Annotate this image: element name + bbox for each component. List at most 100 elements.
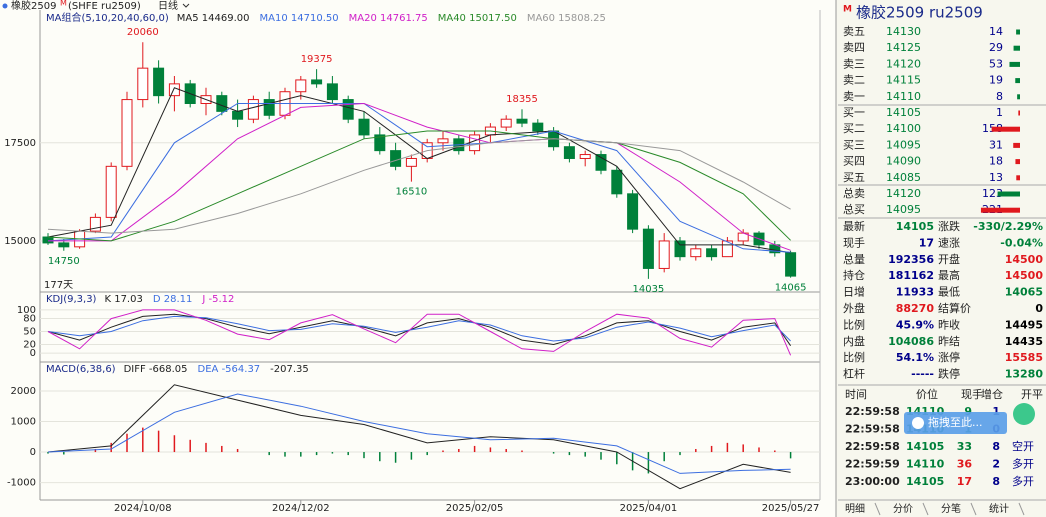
candle-body: [611, 169, 623, 195]
table-header: 现手: [961, 387, 983, 401]
assistant-icon[interactable]: [1013, 403, 1035, 425]
volume-bar: [991, 126, 1020, 132]
quote-text: 14120: [886, 187, 921, 200]
header-title: 橡胶2509: [11, 0, 56, 12]
legend-entry: MA60 15808.25: [527, 13, 606, 24]
quote-text: 卖三: [843, 57, 865, 70]
quote-text: 昨结: [938, 335, 960, 348]
x-tick-label: 2024/10/08: [114, 503, 172, 514]
indicator-line: [47, 309, 792, 356]
header-code: (SHFE ru2509): [68, 1, 141, 12]
dropdown-arrow[interactable]: [182, 3, 190, 8]
quote-text: 卖五: [843, 25, 865, 38]
quote-title: 橡胶2509 ru2509: [856, 4, 983, 22]
quote-text: 买四: [843, 155, 865, 168]
candle-body: [137, 67, 149, 101]
tab[interactable]: 分笔: [941, 502, 961, 515]
candle-body: [153, 67, 165, 97]
x-tick-label: 2025/05/27: [762, 503, 820, 514]
drop-overlay[interactable]: [904, 412, 1007, 434]
quote-text: 1: [992, 405, 1000, 418]
quote-text: 18: [989, 155, 1003, 168]
tab-divider: [970, 502, 977, 516]
tab[interactable]: 分价: [893, 503, 913, 515]
candle-body: [627, 193, 639, 230]
quote-text: 比例: [843, 350, 865, 364]
candle-body: [89, 216, 101, 232]
quote-text: 2: [992, 458, 1000, 471]
quote-text: 22:59:58: [845, 405, 900, 418]
quote-text: 14100: [886, 122, 921, 135]
tab-divider: [874, 502, 881, 516]
indicator-line: [47, 87, 791, 254]
y-tick-label: 17500: [4, 138, 36, 149]
quote-text: 内盘: [843, 334, 865, 348]
quote-text: -330/2.29%: [973, 220, 1043, 233]
quote-text: -0.04%: [1000, 236, 1043, 249]
quote-text: 22:59:58: [845, 440, 900, 453]
quote-text: 88270: [896, 302, 935, 315]
quote-text: -----: [911, 368, 934, 381]
volume-bar: [1013, 45, 1020, 51]
quote-text: 14435: [1005, 335, 1043, 348]
quote-text: 买一: [843, 106, 865, 119]
indicator-line: [47, 138, 791, 234]
quote-text: 外盘: [843, 301, 865, 315]
table-header: 开平: [1021, 388, 1043, 401]
quote-text: 空开: [1012, 439, 1034, 453]
candle-body: [706, 248, 718, 258]
quote-text: 14105: [906, 440, 944, 453]
quote-text: 45.9%: [896, 318, 934, 331]
quote-text: 8: [992, 440, 1000, 453]
volume-bar: [1013, 142, 1020, 148]
icon: [2, 3, 8, 9]
quote-text: 14: [989, 25, 1003, 38]
quote-text: 14090: [886, 155, 921, 168]
tab[interactable]: 统计: [989, 502, 1009, 515]
legend-title: MA组合(5,10,20,40,60,0): [46, 11, 169, 24]
price-annotation: 19375: [301, 54, 333, 65]
candle-body: [390, 150, 402, 167]
quote-text: 14065: [1005, 286, 1043, 299]
candle-body: [105, 165, 117, 218]
quote-text: 14095: [886, 203, 921, 216]
volume-bar: [1017, 94, 1020, 100]
candle-body: [326, 83, 338, 101]
quote-text: 最高: [938, 268, 960, 282]
quote-text: 29: [989, 41, 1003, 54]
x-tick-label: 2024/12/02: [272, 503, 330, 514]
candle-body: [232, 110, 244, 120]
header-mark: M: [60, 0, 67, 8]
quote-text: 14110: [906, 458, 945, 471]
period-selector[interactable]: 日线: [158, 0, 178, 12]
quote-text: 17: [957, 475, 972, 488]
candle-body: [532, 122, 544, 132]
price-annotation: 14750: [48, 256, 80, 267]
candle-body: [263, 99, 275, 116]
quote-text: 11933: [896, 286, 934, 299]
quote-text: 23:00:00: [845, 475, 900, 488]
quote-text: 19: [989, 74, 1003, 87]
quote-text: 持仓: [843, 268, 865, 282]
candle-body: [516, 118, 528, 124]
candle-body: [658, 240, 670, 269]
candle-body: [642, 228, 654, 269]
tab[interactable]: 明细: [845, 502, 865, 515]
quote-text: 14500: [1005, 253, 1044, 266]
candle-body: [785, 252, 797, 277]
candle-body: [579, 154, 591, 159]
quote-text: 最低: [938, 286, 960, 299]
y-tick-label: 50: [23, 327, 36, 338]
y-tick-label: -1000: [7, 478, 36, 489]
quote-text: 涨停: [938, 350, 960, 364]
quote-text: 14495: [1005, 318, 1043, 331]
quote-text: 33: [957, 440, 972, 453]
candle-body: [58, 242, 70, 248]
volume-bar: [1016, 175, 1020, 181]
tab-divider: [1018, 502, 1025, 516]
quote-text: 总量: [843, 252, 865, 266]
quote-text: 总卖: [843, 186, 865, 200]
quote-text: 54.1%: [896, 351, 934, 364]
y-tick-label: 0: [30, 348, 36, 359]
candle-body: [358, 118, 370, 136]
